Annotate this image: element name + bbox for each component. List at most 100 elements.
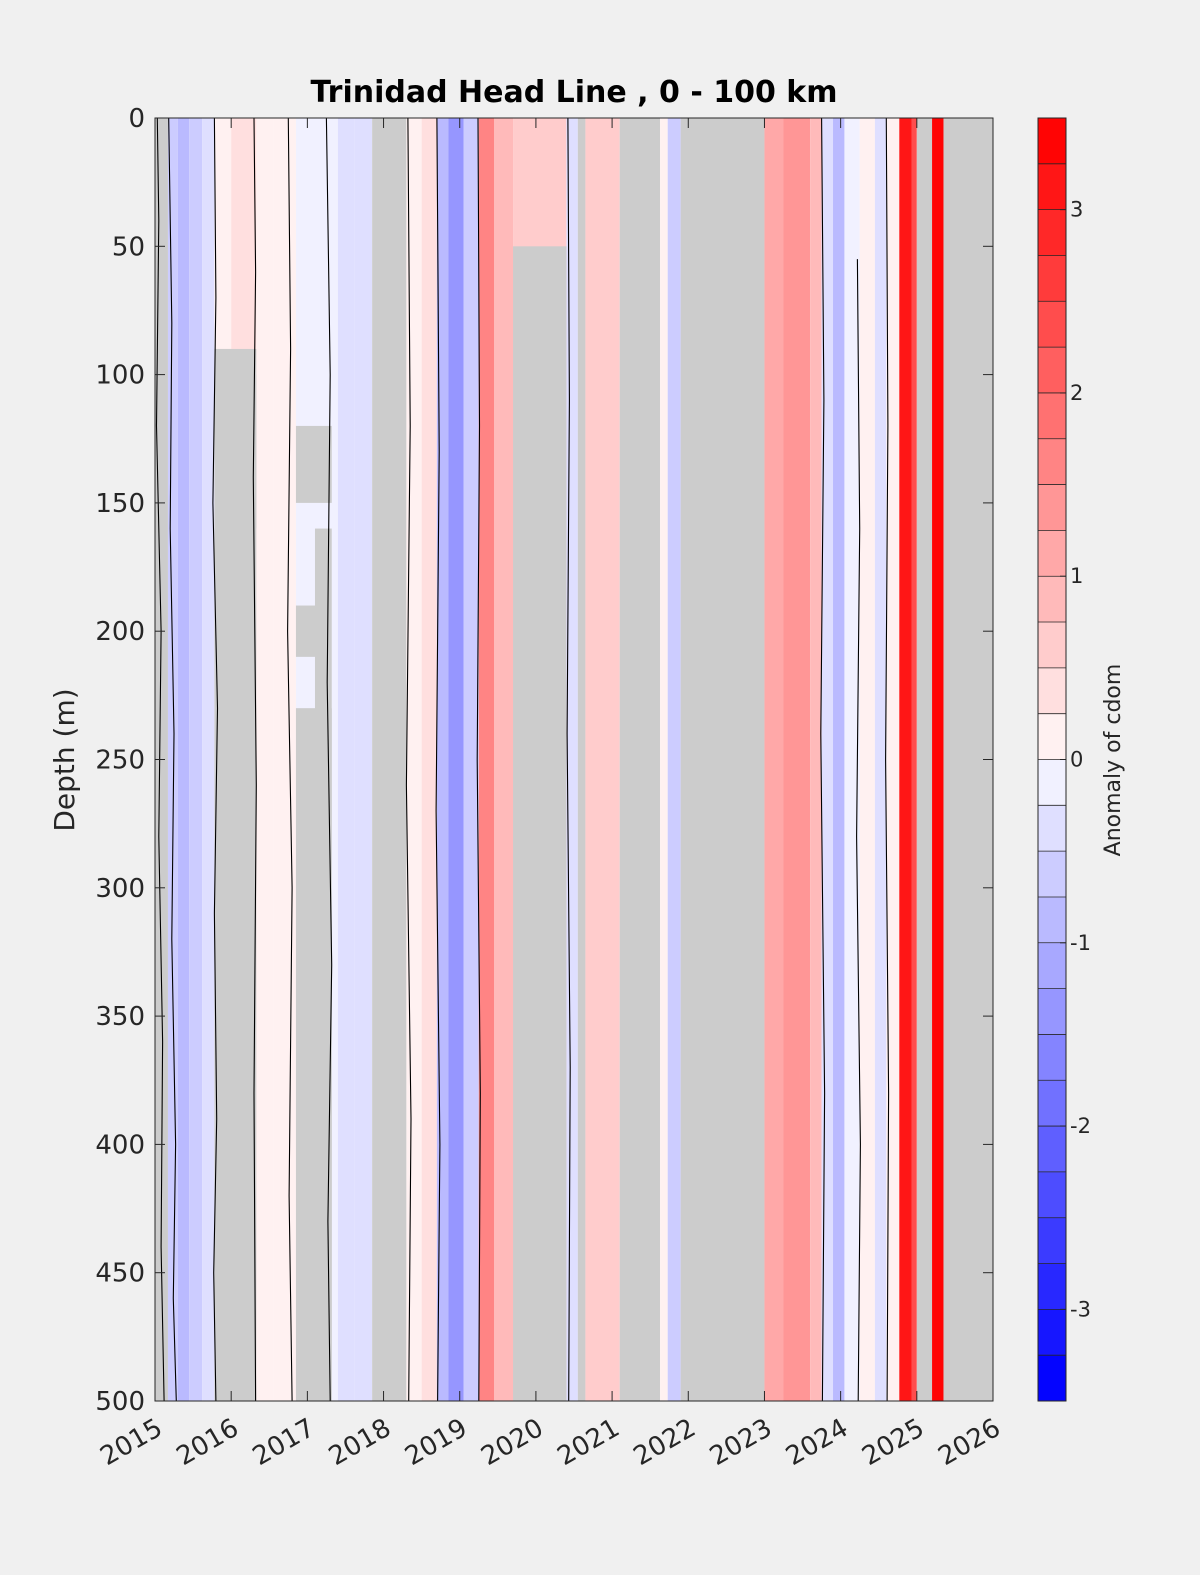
contour-lines	[155, 118, 890, 1401]
colorbar-segment-4	[1038, 1171, 1066, 1219]
data-band-15	[421, 118, 437, 1401]
data-band-37	[874, 118, 887, 1401]
x-tick-label-2017: 2017	[248, 1413, 320, 1472]
colorbar-segment-22	[1038, 347, 1066, 394]
colorbar-tick-label-3: 3	[1070, 198, 1083, 222]
colorbar	[1038, 118, 1066, 1402]
colorbar-segment-15	[1038, 667, 1066, 714]
x-tick-label-2021: 2021	[552, 1413, 624, 1472]
y-axis: 0 50 100 150 200 250 300 350 400 450 500	[95, 104, 993, 1417]
missing-data-patches	[214, 246, 567, 1401]
data-band-18	[463, 118, 479, 1401]
x-tick-label-2018: 2018	[324, 1413, 396, 1472]
y-tick-label-200: 200	[95, 617, 145, 647]
colorbar-tick-label--1: -1	[1070, 931, 1091, 955]
y-axis-label: Depth (m)	[48, 688, 81, 831]
colorbar-segment-18	[1038, 530, 1066, 577]
data-band-17	[448, 118, 464, 1401]
contour-line-10	[820, 118, 826, 1401]
contour-line-0	[155, 118, 165, 1401]
y-tick-label-0: 0	[128, 104, 145, 134]
missing-patch-4	[295, 425, 332, 503]
colorbar-segment-25	[1038, 209, 1066, 256]
colorbar-segment-27	[1038, 118, 1066, 165]
data-band-22	[566, 118, 578, 1401]
contour-line-7	[435, 118, 441, 1401]
data-band-4	[202, 118, 215, 1401]
data-band-28	[667, 118, 681, 1401]
colorbar-segment-20	[1038, 438, 1066, 485]
contour-line-12	[885, 118, 890, 1401]
missing-patch-5	[295, 605, 319, 657]
colorbar-segment-26	[1038, 163, 1066, 210]
contour-line-11	[856, 259, 861, 1401]
colorbar-segment-8	[1038, 988, 1066, 1035]
data-band-1	[167, 118, 178, 1401]
data-band-25	[604, 118, 620, 1401]
colorbar-tick-label-2: 2	[1070, 381, 1083, 405]
colorbar-segment-10	[1038, 896, 1066, 944]
data-band-14	[406, 118, 422, 1401]
colorbar-segment-2	[1038, 1263, 1066, 1310]
data-band-35	[844, 118, 860, 1401]
colorbar-tick-label-0: 0	[1070, 748, 1083, 772]
chart-title: Trinidad Head Line , 0 - 100 km	[310, 75, 837, 110]
data-band-13	[372, 118, 407, 1401]
data-band-33	[821, 118, 834, 1401]
data-bands	[155, 118, 993, 1401]
missing-patch-1	[246, 374, 257, 529]
x-tick-label-2016: 2016	[172, 1413, 244, 1472]
contour-line-1	[168, 118, 177, 1401]
data-band-26	[619, 118, 661, 1401]
colorbar-label: Anomaly of cdom	[1101, 664, 1126, 857]
x-tick-label-2024: 2024	[781, 1413, 853, 1472]
data-band-2	[177, 118, 190, 1401]
x-tick-label-2025: 2025	[857, 1413, 929, 1472]
data-band-34	[833, 118, 845, 1401]
x-tick-label-2026: 2026	[933, 1413, 1005, 1472]
colorbar-segment-24	[1038, 255, 1066, 302]
colorbar-segment-21	[1038, 392, 1066, 440]
data-band-19	[478, 118, 495, 1401]
contour-line-5	[325, 118, 333, 1401]
colorbar-segment-12	[1038, 805, 1066, 852]
y-tick-label-100: 100	[95, 361, 145, 391]
colorbar-segment-5	[1038, 1126, 1066, 1173]
data-band-32	[810, 118, 822, 1401]
missing-patch-3	[314, 528, 332, 1401]
y-tick-label-150: 150	[95, 489, 145, 519]
y-tick-label-400: 400	[95, 1130, 145, 1160]
y-tick-label-450: 450	[95, 1259, 145, 1289]
data-band-8	[273, 118, 296, 1401]
colorbar-segment-6	[1038, 1080, 1066, 1127]
colorbar-segment-7	[1038, 1034, 1066, 1081]
contour-line-9	[566, 118, 571, 1401]
y-tick-label-350: 350	[95, 1002, 145, 1032]
data-band-30	[764, 118, 784, 1401]
x-tick-label-2023: 2023	[705, 1413, 777, 1472]
data-band-38	[886, 118, 900, 1401]
colorbar-segment-23	[1038, 301, 1066, 348]
missing-patch-6	[513, 246, 567, 1401]
data-band-41	[916, 118, 933, 1401]
colorbar-segment-3	[1038, 1217, 1066, 1264]
contour-line-3	[252, 118, 257, 1401]
x-tick-label-2022: 2022	[629, 1413, 701, 1472]
colorbar-segment-1	[1038, 1309, 1066, 1356]
colorbar-tick-label--2: -2	[1070, 1114, 1091, 1138]
colorbar-segment-13	[1038, 759, 1066, 806]
data-band-42	[932, 118, 944, 1401]
contour-line-4	[287, 118, 293, 1401]
colorbar-ticks: -3 -2 -1 0 1 2 3	[1060, 198, 1091, 1321]
colorbar-segment-19	[1038, 484, 1066, 531]
contour-line-6	[405, 118, 412, 1401]
colorbar-segment-0	[1038, 1355, 1066, 1402]
data-band-27	[660, 118, 668, 1401]
data-band-40	[911, 118, 917, 1401]
y-tick-label-500: 500	[95, 1387, 145, 1417]
data-band-3	[189, 118, 203, 1401]
y-tick-label-300: 300	[95, 874, 145, 904]
colorbar-segment-11	[1038, 851, 1066, 898]
data-band-39	[899, 118, 912, 1401]
